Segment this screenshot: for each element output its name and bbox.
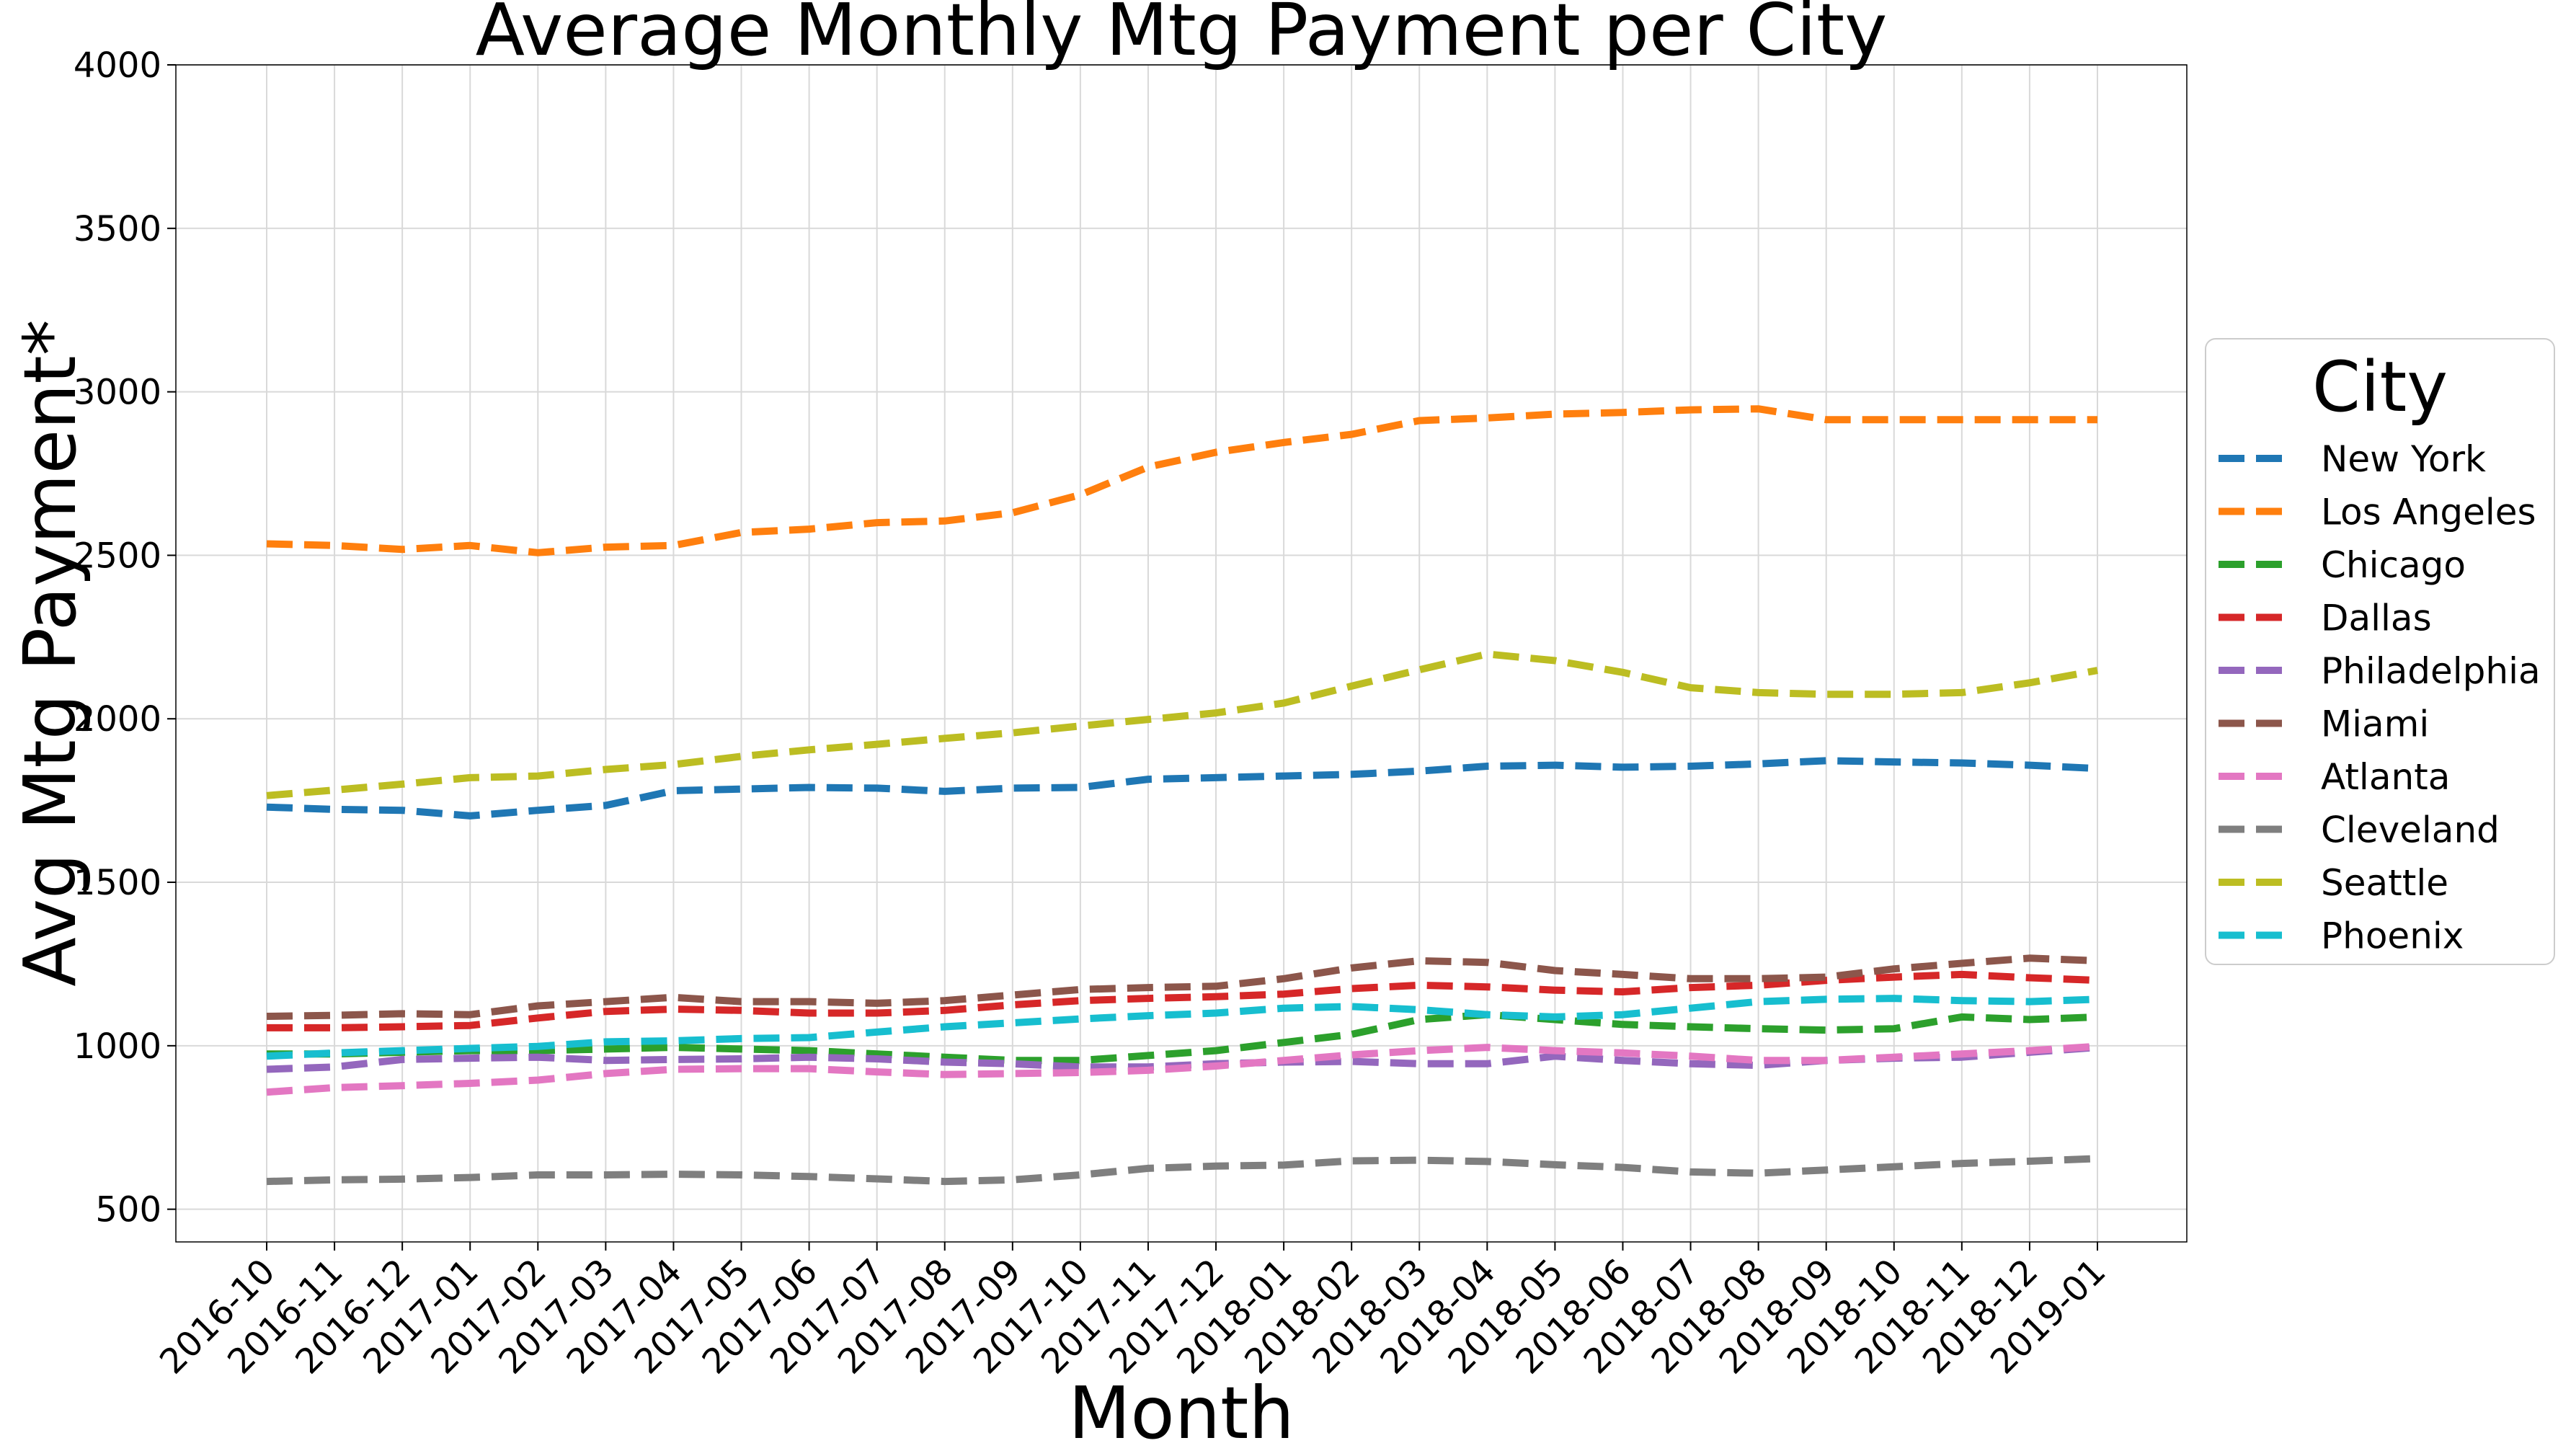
y-tick-label: 4000 [74,45,161,86]
y-tick-label: 1500 [74,863,161,903]
legend-label: Phoenix [2321,915,2464,957]
legend-items: New York Los Angeles Chicago Dallas Philadel… [2219,438,2541,957]
legend-label: Philadelphia [2321,650,2541,692]
series-line-seattle [266,650,2098,799]
legend-frame [2205,338,2555,965]
y-tick-label: 1000 [74,1026,161,1067]
legend-label: Miami [2321,703,2429,745]
legend-label: Atlanta [2321,756,2450,798]
plot-area-frame [175,64,2188,1243]
series-line-los-angeles [266,405,2097,556]
series-line-dallas [267,970,2098,1031]
y-tick-label: 3000 [74,373,161,413]
series-line-new-york [266,757,2098,820]
series-line-miami [266,954,2098,1020]
legend-label: Seattle [2321,862,2448,904]
y-axis-ticks: 500 1000 1500 2000 2500 3000 3500 4000 [74,45,176,1230]
legend-label: Los Angeles [2321,492,2536,533]
legend-title: City [2312,347,2448,427]
y-tick-label: 2500 [74,536,161,576]
y-tick-label: 2000 [74,699,161,740]
y-tick-label: 3500 [74,209,161,249]
series-line-chicago [267,1011,2098,1065]
legend-label: Cleveland [2321,809,2500,851]
legend-label: Chicago [2321,544,2466,586]
x-axis-title: Month [1068,1371,1294,1453]
legend-label: New York [2321,438,2486,480]
y-tick-label: 500 [95,1190,161,1230]
series-line-phoenix [266,995,2098,1060]
series-line-atlanta [266,1042,2098,1096]
legend: City New York Los Angeles Chicago Dallas Phi… [2205,338,2555,965]
legend-label: Dallas [2321,598,2432,639]
series-line-cleveland [266,1155,2098,1186]
y-axis-title: Avg Mtg Payment* [8,319,92,987]
series-lines [266,405,2098,1186]
chart-title: Average Monthly Mtg Payment per City [476,0,1888,72]
